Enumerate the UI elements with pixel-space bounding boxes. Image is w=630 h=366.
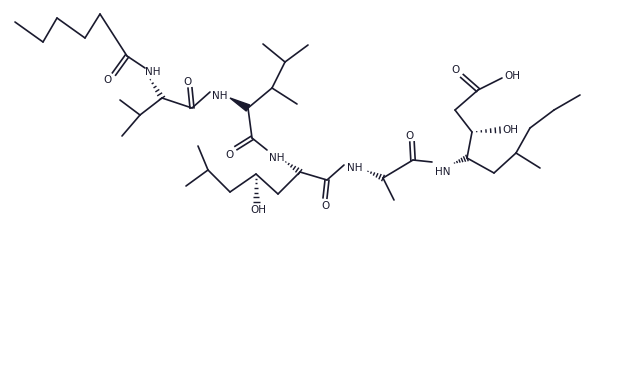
Text: O: O [184, 77, 192, 87]
Text: NH: NH [212, 91, 228, 101]
Text: O: O [321, 201, 329, 211]
Text: NH: NH [347, 163, 363, 173]
Text: OH: OH [504, 71, 520, 81]
Text: O: O [103, 75, 111, 85]
Polygon shape [230, 98, 249, 111]
Text: NH: NH [146, 67, 161, 77]
Text: HN: HN [435, 167, 450, 177]
Text: NH: NH [269, 153, 285, 163]
Text: O: O [226, 150, 234, 160]
Text: O: O [406, 131, 414, 141]
Text: OH: OH [250, 205, 266, 215]
Text: OH: OH [502, 125, 518, 135]
Text: O: O [451, 65, 459, 75]
